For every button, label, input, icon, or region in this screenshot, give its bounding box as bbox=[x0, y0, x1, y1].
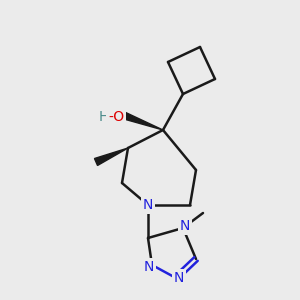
Text: -O: -O bbox=[108, 110, 124, 124]
Text: H: H bbox=[99, 110, 109, 124]
Text: N: N bbox=[143, 198, 153, 212]
Text: N: N bbox=[174, 271, 184, 285]
Polygon shape bbox=[94, 148, 128, 166]
Text: N: N bbox=[144, 260, 154, 274]
Polygon shape bbox=[119, 110, 163, 130]
Text: N: N bbox=[180, 219, 190, 233]
